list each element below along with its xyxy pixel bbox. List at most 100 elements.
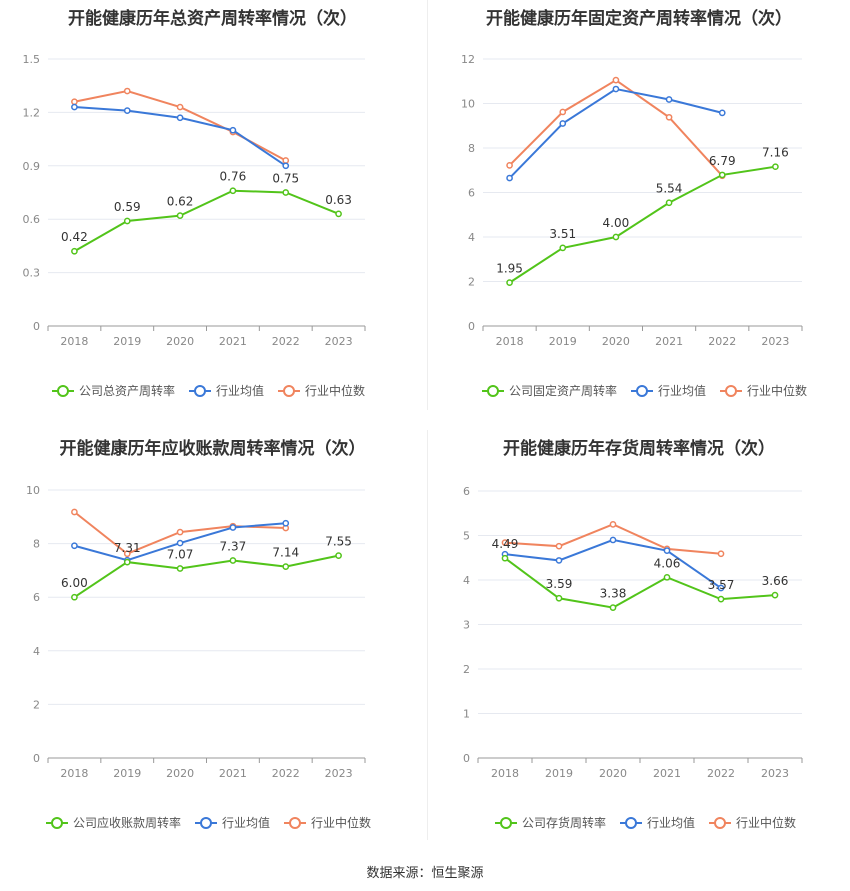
y-tick-label: 8 [468, 142, 475, 155]
data-point [612, 233, 620, 241]
data-label: 3.38 [600, 587, 627, 601]
x-tick-label: 2023 [761, 767, 789, 780]
data-label: 5.54 [656, 182, 683, 196]
data-label: 4.06 [654, 556, 681, 570]
x-tick-label: 2020 [166, 335, 194, 348]
legend-marker [500, 817, 512, 829]
legend-marker [283, 385, 295, 397]
data-point [559, 244, 567, 252]
x-tick-label: 2021 [219, 767, 247, 780]
x-tick-label: 2022 [272, 335, 300, 348]
x-tick-label: 2022 [708, 335, 736, 348]
data-point [71, 98, 78, 106]
data-point [612, 76, 620, 84]
data-point [506, 279, 513, 286]
data-point [229, 557, 237, 564]
y-tick-label: 2 [463, 663, 470, 676]
data-point [176, 103, 184, 111]
y-tick-label: 1.5 [23, 53, 41, 66]
y-tick-label: 0.6 [23, 213, 41, 226]
data-point [717, 584, 725, 592]
legend-marker [714, 817, 726, 829]
data-point [559, 120, 567, 127]
data-label: 0.62 [167, 195, 194, 209]
data-point [612, 85, 620, 93]
chart-title: 开能健康历年应收账款周转率情况（次） [59, 439, 366, 459]
data-label: 0.42 [61, 230, 88, 244]
data-label: 0.76 [220, 170, 247, 184]
data-point [555, 542, 563, 550]
series-line [504, 557, 776, 609]
y-tick-label: 6 [468, 187, 475, 200]
legend-label: 行业中位数 [747, 383, 807, 398]
data-point [282, 157, 290, 164]
data-source-note: 数据来源：恒生聚源 [366, 866, 484, 881]
data-label: 3.66 [762, 574, 789, 588]
data-point [123, 217, 131, 225]
data-point [771, 591, 779, 599]
chart-title: 开能健康历年固定资产周转率情况（次） [486, 9, 792, 29]
data-label: 3.59 [546, 577, 573, 591]
y-tick-label: 12 [461, 53, 475, 66]
x-tick-label: 2018 [496, 335, 524, 348]
legend-label: 行业均值 [216, 383, 264, 398]
y-tick-label: 5 [463, 530, 470, 543]
y-tick-label: 10 [26, 484, 40, 497]
x-tick-label: 2020 [166, 767, 194, 780]
data-point [71, 508, 78, 516]
data-point [176, 212, 184, 219]
data-label: 7.14 [272, 546, 299, 560]
y-tick-label: 2 [33, 698, 40, 711]
data-point [282, 189, 290, 196]
data-label: 6.00 [61, 576, 88, 590]
data-point [663, 573, 671, 581]
data-point [717, 595, 725, 603]
x-tick-label: 2022 [272, 767, 300, 780]
x-tick-label: 2020 [599, 767, 627, 780]
data-point [335, 552, 342, 560]
data-point [282, 563, 290, 570]
chart-total-assets-turnover: 0 0.3 0.6 0.9 1.2 1.5 2018 2019 2020 2021 2022 2023… [23, 53, 366, 398]
data-point [282, 519, 290, 527]
data-point [555, 594, 563, 602]
legend-label: 行业中位数 [311, 815, 371, 830]
y-tick-label: 4 [463, 574, 470, 587]
data-point [176, 528, 184, 536]
data-point [123, 550, 131, 558]
y-tick-label: 0 [463, 752, 470, 765]
y-tick-label: 1.2 [23, 106, 41, 119]
data-point [335, 210, 342, 218]
data-label: 0.63 [325, 193, 352, 207]
y-tick-label: 6 [33, 591, 40, 604]
data-point [609, 536, 617, 544]
y-tick-label: 4 [33, 645, 40, 658]
chart-receivables-turnover: 0 2 4 6 8 10 2018 2019 2020 2021 2022 2023 6.00 7.31 7… [26, 484, 371, 830]
data-point [609, 604, 617, 611]
x-tick-label: 2020 [602, 335, 630, 348]
data-label: 0.59 [114, 200, 141, 214]
data-point [229, 524, 237, 531]
data-label: 4.49 [492, 537, 519, 551]
y-tick-label: 0 [468, 320, 475, 333]
data-point [71, 593, 78, 601]
legend-label: 公司应收账款周转率 [73, 815, 181, 830]
data-point [718, 171, 726, 179]
data-point [229, 187, 237, 195]
series-line [73, 189, 339, 253]
y-tick-label: 10 [461, 98, 475, 111]
data-label: 7.37 [220, 539, 247, 553]
data-point [609, 521, 617, 528]
y-tick-label: 6 [463, 485, 470, 498]
data-label: 1.95 [496, 262, 523, 276]
x-tick-label: 2021 [219, 335, 247, 348]
data-point [229, 126, 237, 134]
y-tick-label: 1 [463, 708, 470, 721]
data-label: 7.16 [762, 146, 789, 160]
series-line [73, 554, 339, 599]
x-tick-label: 2023 [325, 767, 353, 780]
x-tick-label: 2019 [113, 767, 141, 780]
data-point [123, 107, 131, 114]
series-line [508, 78, 723, 177]
y-tick-label: 4 [468, 231, 475, 244]
y-tick-label: 0 [33, 752, 40, 765]
